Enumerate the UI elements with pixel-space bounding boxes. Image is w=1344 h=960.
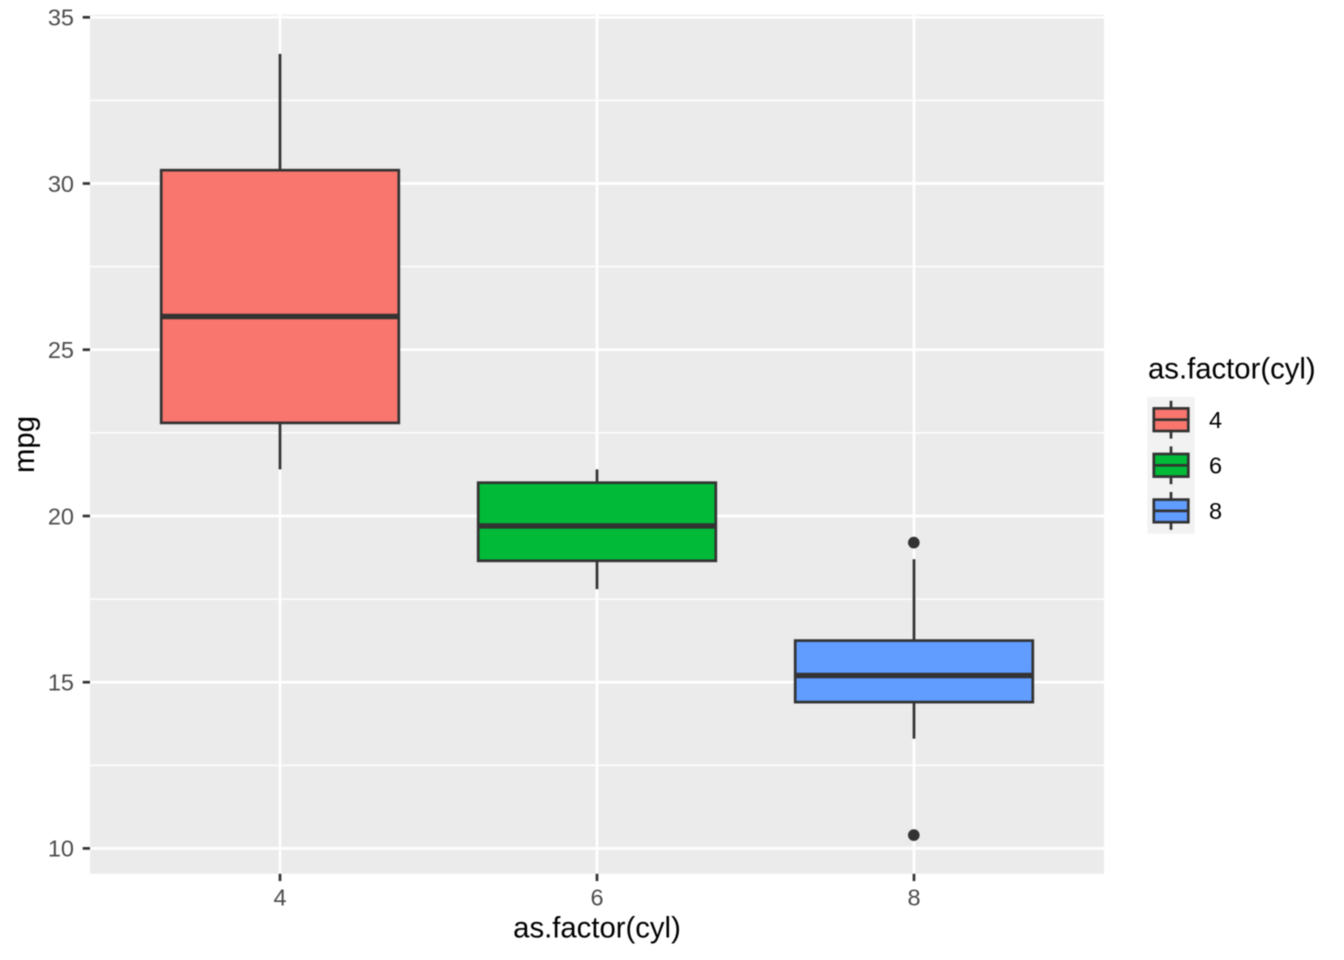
svg-text:8: 8 <box>907 885 920 911</box>
svg-text:4: 4 <box>1209 407 1222 433</box>
svg-text:25: 25 <box>48 337 74 363</box>
svg-text:6: 6 <box>590 885 603 911</box>
svg-text:8: 8 <box>1209 498 1222 524</box>
svg-text:15: 15 <box>48 670 74 696</box>
svg-text:30: 30 <box>48 171 74 197</box>
svg-text:4: 4 <box>273 885 286 911</box>
svg-text:10: 10 <box>48 836 74 862</box>
svg-text:35: 35 <box>48 5 74 31</box>
svg-text:as.factor(cyl): as.factor(cyl) <box>513 911 681 944</box>
svg-text:mpg: mpg <box>8 416 41 473</box>
svg-text:as.factor(cyl): as.factor(cyl) <box>1148 353 1316 386</box>
svg-text:20: 20 <box>48 503 74 529</box>
svg-text:6: 6 <box>1209 453 1222 479</box>
